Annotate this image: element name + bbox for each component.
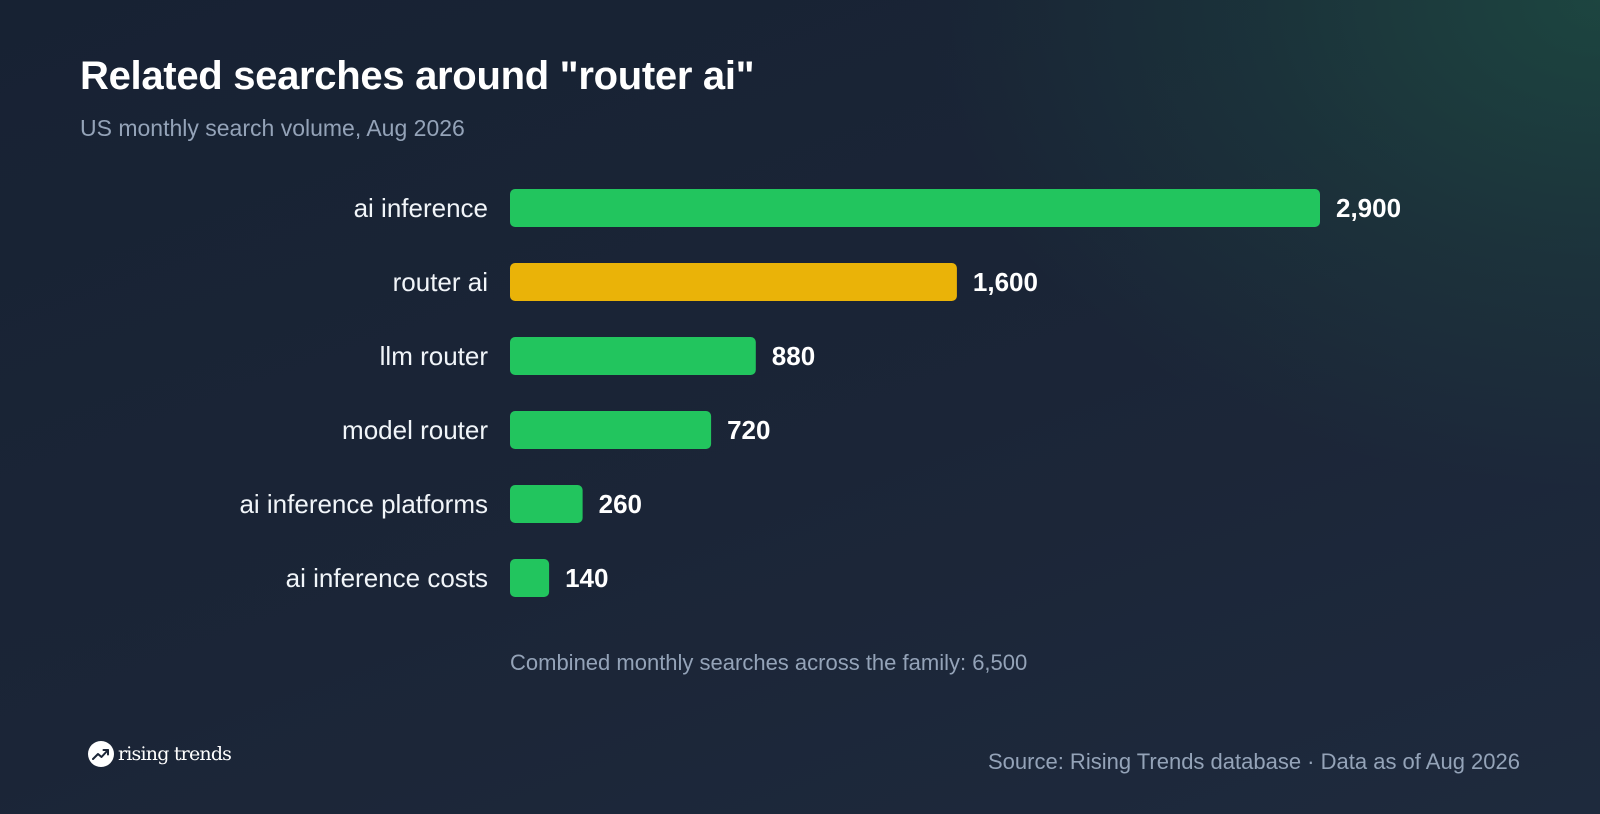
category-label-ai-inference: ai inference <box>354 193 488 223</box>
value-label-model-router: 720 <box>727 415 770 445</box>
bar-ai-inference-platforms <box>510 485 583 523</box>
chart-title: Related searches around "router ai" <box>80 54 755 98</box>
category-label-llm-router: llm router <box>380 341 489 371</box>
bar-router-ai <box>510 263 957 301</box>
value-label-router-ai: 1,600 <box>973 267 1038 297</box>
bar-llm-router <box>510 337 756 375</box>
bar-ai-inference <box>510 189 1320 227</box>
chart-subtitle: US monthly search volume, Aug 2026 <box>80 115 465 141</box>
bar-chart: ai inference 2,900 router ai 1,600 llm route… <box>239 189 1401 597</box>
category-label-ai-inference-costs: ai inference costs <box>286 563 488 593</box>
bar-ai-inference-costs <box>510 559 550 597</box>
value-label-llm-router: 880 <box>772 341 815 371</box>
brand-logo: rising trends <box>88 741 232 767</box>
category-label-router-ai: router ai <box>393 267 488 297</box>
category-label-ai-inference-platforms: ai inference platforms <box>239 489 488 519</box>
source-note: Source: Rising Trends database · Data as… <box>988 749 1520 774</box>
value-label-ai-inference-costs: 140 <box>565 563 608 593</box>
brand-name: rising trends <box>118 743 232 765</box>
value-label-ai-inference: 2,900 <box>1336 193 1401 223</box>
category-label-model-router: model router <box>342 415 488 445</box>
trending-up-icon <box>88 741 114 767</box>
total-note: Combined monthly searches across the fam… <box>510 650 1028 675</box>
bar-model-router <box>510 411 712 449</box>
value-label-ai-inference-platforms: 260 <box>599 489 642 519</box>
